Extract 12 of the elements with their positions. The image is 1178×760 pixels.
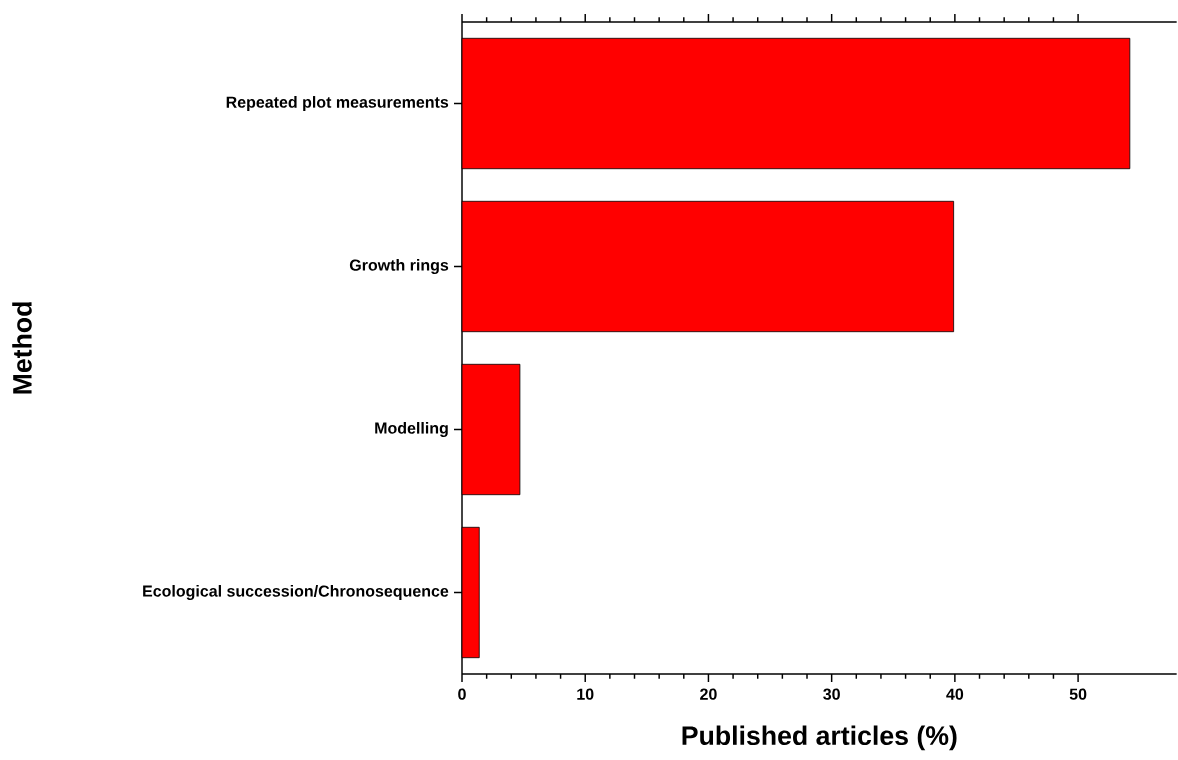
x-tick-label: 0: [458, 688, 466, 700]
y-tick-label: Growth rings: [349, 259, 449, 274]
y-tick-label: Ecological succession/Chronosequence: [143, 585, 449, 600]
x-tick-label: 20: [700, 688, 717, 700]
x-tick-label: 40: [946, 688, 964, 700]
y-tick-label: Repeated plot measurements: [226, 96, 449, 111]
y-axis-title: Method: [12, 302, 32, 394]
x-axis-title: Published articles (%): [682, 725, 957, 751]
y-tick-label: Modelling: [375, 422, 448, 437]
x-tick-label: 30: [823, 688, 840, 700]
x-tick-label: 10: [577, 688, 594, 700]
x-tick-label: 50: [1069, 688, 1087, 700]
